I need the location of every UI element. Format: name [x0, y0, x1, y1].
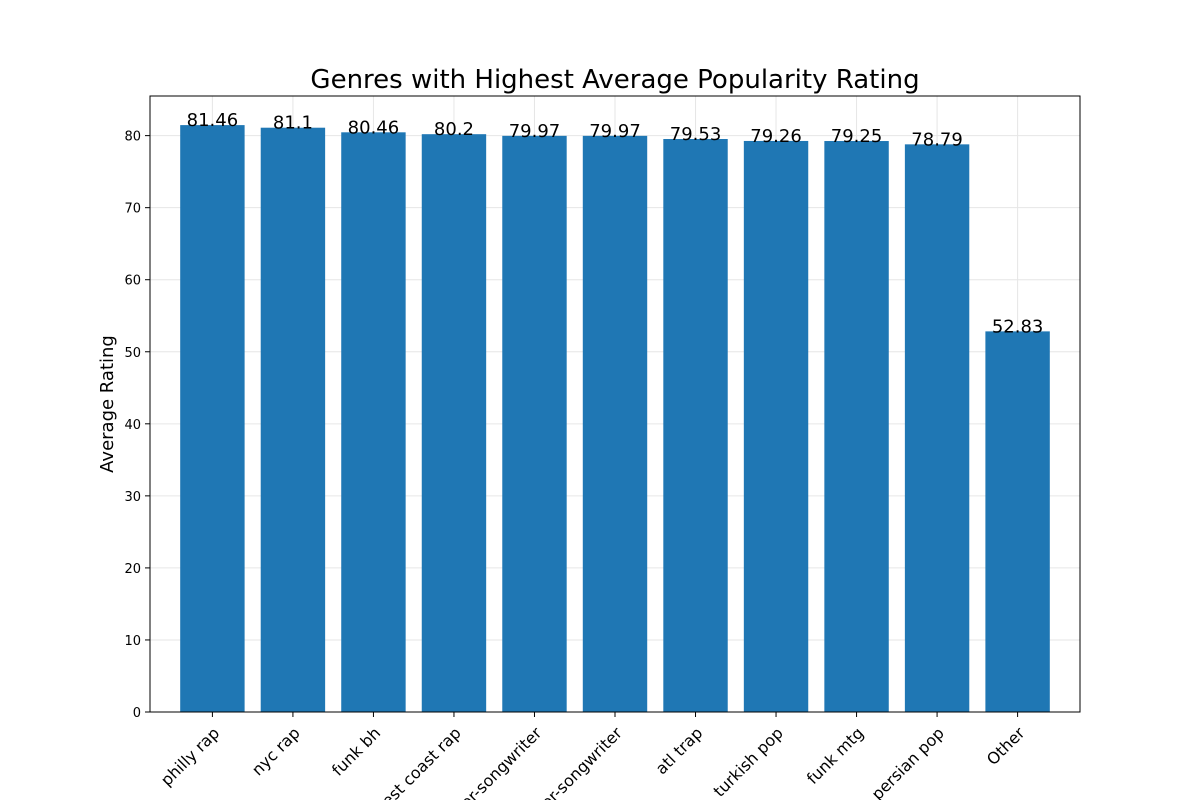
y-axis-ticks: 0 10 20 30 40 50 60 70 80: [124, 130, 150, 721]
data-label: 79.26: [750, 126, 802, 147]
bar: [663, 139, 728, 712]
x-tick-label: persian pop: [868, 723, 948, 800]
y-tick-label: 80: [124, 130, 141, 145]
bar: [180, 125, 245, 712]
bar: [502, 135, 567, 713]
data-labels: 81.46 81.1 80.46 80.2 79.97 79.97 79.53 79.26 79…: [187, 110, 1044, 337]
data-label: 79.97: [509, 121, 561, 142]
y-tick-label: 70: [124, 202, 141, 217]
y-tick-label: 50: [124, 346, 141, 361]
x-tick-label: funk bh: [328, 723, 384, 779]
y-tick-label: 30: [124, 490, 141, 505]
data-label: 78.79: [911, 129, 963, 150]
bar: [341, 132, 406, 712]
y-tick-label: 0: [133, 706, 141, 721]
bar: [985, 331, 1050, 712]
x-tick-label: west coast rap: [368, 723, 464, 800]
y-axis-label: Average Rating: [97, 335, 118, 473]
y-tick-label: 60: [124, 274, 141, 289]
data-label: 81.46: [187, 110, 239, 131]
bar: [260, 127, 326, 713]
x-tick-label: atl trap: [652, 723, 707, 778]
x-tick-label: turkish pop: [710, 723, 787, 800]
data-label: 79.97: [589, 121, 641, 142]
x-tick-label: funk mtg: [803, 723, 868, 788]
bar: [421, 134, 487, 712]
bar: [904, 144, 970, 713]
y-tick-label: 10: [124, 634, 141, 649]
data-label: 80.2: [434, 119, 474, 140]
data-label: 79.25: [831, 126, 883, 147]
bar: [824, 141, 889, 712]
data-label: 79.53: [670, 124, 722, 145]
y-tick-label: 20: [124, 562, 141, 577]
data-label: 81.1: [273, 113, 313, 134]
data-label: 52.83: [992, 316, 1044, 337]
x-tick-label: Other: [983, 723, 1029, 769]
x-tick-label: nyc rap: [248, 723, 304, 779]
chart-title: Genres with Highest Average Popularity R…: [310, 65, 919, 95]
y-tick-label: 40: [124, 418, 141, 433]
x-tick-label: philly rap: [157, 723, 223, 789]
data-label: 80.46: [348, 117, 400, 138]
bar: [743, 140, 809, 712]
bar: [582, 135, 648, 713]
bars: [180, 125, 1050, 713]
